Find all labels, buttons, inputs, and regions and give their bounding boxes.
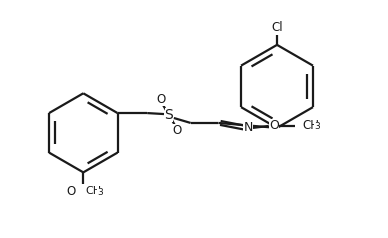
Text: CH: CH <box>302 119 319 132</box>
Text: O: O <box>269 119 279 132</box>
Text: 3: 3 <box>314 122 320 131</box>
Text: N: N <box>243 121 253 134</box>
Text: Cl: Cl <box>271 20 283 34</box>
Text: O: O <box>172 124 182 137</box>
Text: O: O <box>66 185 75 198</box>
Text: S: S <box>165 108 173 122</box>
Text: O: O <box>156 93 166 106</box>
Text: CH: CH <box>85 186 101 196</box>
Text: 3: 3 <box>97 188 103 197</box>
